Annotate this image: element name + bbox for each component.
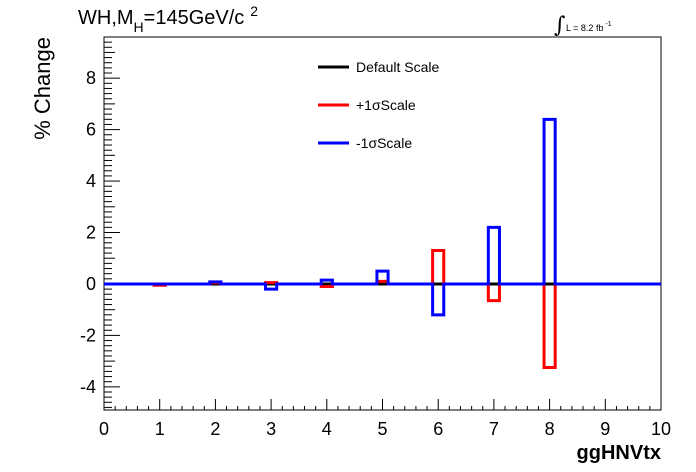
chart-title: WH,MH=145GeV/c 2: [78, 3, 258, 35]
y-tick-label: 0: [86, 274, 96, 294]
series-layer: [104, 117, 661, 370]
x-axis-title: ggHNVtx: [577, 442, 661, 464]
x-tick-label: 6: [433, 419, 443, 439]
lumi-label-superscript: -1: [605, 21, 611, 28]
series-line-2: [104, 117, 661, 317]
x-tick-label: 2: [210, 419, 220, 439]
legend-label-1: +1σScale: [356, 97, 416, 113]
x-tick-label: 5: [377, 419, 387, 439]
y-axis: -4 -2 0 2 4 6 8: [80, 41, 120, 408]
series-line-1: [104, 249, 661, 370]
y-tick-label: -2: [80, 325, 96, 345]
y-tick-label: 6: [86, 120, 96, 140]
legend: Default Scale +1σScale -1σScale: [318, 59, 439, 151]
y-tick-label: 8: [86, 68, 96, 88]
lumi-label: L = 8.2 fb -1: [566, 21, 612, 33]
x-tick-label: 10: [651, 419, 671, 439]
chart-title-subscript: H: [134, 19, 144, 35]
x-tick-label: 7: [489, 419, 499, 439]
integral-sign: ∫: [554, 13, 566, 38]
x-tick-label: 1: [155, 419, 165, 439]
y-tick-label: -4: [80, 377, 96, 397]
x-tick-label: 4: [322, 419, 332, 439]
x-tick-label: 0: [99, 419, 109, 439]
y-axis-title: % Change: [30, 37, 55, 140]
chart-title-superscript: 2: [250, 3, 258, 19]
y-tick-label: 4: [86, 171, 96, 191]
legend-label-2: -1σScale: [356, 135, 412, 151]
y-tick-label: 2: [86, 223, 96, 243]
x-tick-label: 3: [266, 419, 276, 439]
x-tick-label: 9: [600, 419, 610, 439]
x-axis: 0 1 2 3 4 5 6 7 8 9 10: [99, 399, 671, 439]
plot-frame: [103, 36, 662, 411]
x-tick-label: 8: [545, 419, 555, 439]
legend-label-0: Default Scale: [356, 59, 439, 75]
